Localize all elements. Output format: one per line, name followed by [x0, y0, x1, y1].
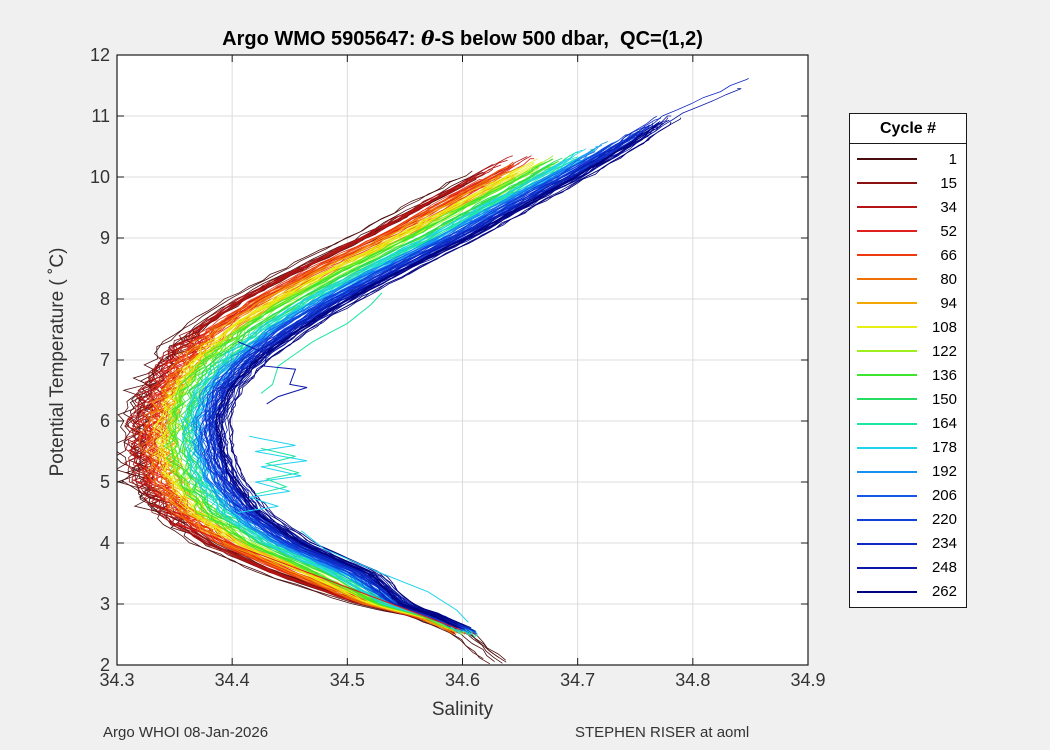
legend-entry: 164	[850, 412, 966, 436]
plot-title: Argo WMO 5905647: θ-S below 500 dbar, QC…	[117, 26, 808, 51]
profile-curves	[117, 77, 749, 665]
y-tick-label: 4	[99, 533, 110, 553]
legend-entry: 122	[850, 339, 966, 363]
legend-label: 262	[931, 583, 957, 601]
legend-line-swatch	[857, 470, 917, 473]
plot-title-suffix: -S below 500 dbar, QC=(1,2)	[434, 28, 703, 50]
legend-entry: 136	[850, 363, 966, 387]
legend-line-swatch	[857, 446, 917, 449]
legend-line-swatch	[857, 590, 917, 593]
legend-entry: 34	[850, 195, 966, 219]
y-tick-label: 3	[99, 594, 110, 614]
legend-line-swatch	[857, 494, 917, 497]
legend-entry: 66	[850, 243, 966, 267]
legend-label: 34	[940, 198, 957, 216]
legend-label: 192	[931, 463, 957, 481]
legend-entry: 234	[850, 532, 966, 556]
credit-left: Argo WHOI 08-Jan-2026	[103, 724, 269, 741]
legend: Cycle # 1 15 34 52 66 80 94 108 122 136 150 164 178 1…	[849, 113, 967, 608]
y-tick-label: 6	[99, 411, 110, 431]
legend-entry: 52	[850, 219, 966, 243]
legend-label: 52	[940, 222, 957, 240]
legend-line-swatch	[857, 422, 917, 425]
legend-entry: 80	[850, 267, 966, 291]
legend-label: 15	[940, 174, 957, 192]
outlier-cyan-lower-arc	[300, 530, 469, 623]
y-tick-label: 2	[99, 655, 110, 675]
legend-line-swatch	[857, 278, 917, 281]
legend-label: 122	[931, 342, 957, 360]
legend-line-swatch	[857, 518, 917, 521]
legend-line-swatch	[857, 182, 917, 185]
legend-label: 178	[931, 439, 957, 457]
legend-line-swatch	[857, 158, 917, 161]
legend-line-swatch	[857, 374, 917, 377]
x-tick-label: 34.4	[214, 670, 250, 690]
legend-label: 1	[948, 150, 957, 168]
legend-label: 94	[940, 294, 957, 312]
y-tick-label: 10	[89, 167, 110, 187]
x-tick-label: 34.5	[329, 670, 365, 690]
legend-line-swatch	[857, 206, 917, 209]
y-tick-label: 12	[89, 45, 110, 65]
x-tick-label: 34.7	[560, 670, 596, 690]
outlier-curves	[176, 292, 469, 631]
legend-label: 66	[940, 246, 957, 264]
legend-label: 220	[931, 511, 957, 529]
outlier-red-chord	[176, 523, 461, 631]
legend-line-swatch	[857, 302, 917, 305]
legend-label: 108	[931, 318, 957, 336]
outlier-teal-arc	[260, 292, 383, 394]
legend-label: 248	[931, 559, 957, 577]
legend-line-swatch	[857, 326, 917, 329]
x-tick-label: 34.9	[790, 670, 826, 690]
outlier-teal-zigzag	[255, 447, 300, 495]
legend-entry: 192	[850, 460, 966, 484]
y-tick-label: 8	[99, 289, 110, 309]
legend-entries: 1 15 34 52 66 80 94 108 122 136 150 164 178 192 206 220…	[850, 144, 966, 607]
y-tick-label: 7	[99, 350, 110, 370]
legend-label: 234	[931, 535, 957, 553]
legend-entry: 15	[850, 171, 966, 195]
outlier-cyan-zigzag	[237, 435, 308, 513]
x-tick-label: 34.6	[444, 670, 481, 690]
y-tick-label: 5	[99, 472, 110, 492]
legend-label: 206	[931, 487, 957, 505]
credit-right: STEPHEN RISER at aoml	[575, 724, 750, 741]
legend-label: 150	[931, 390, 957, 408]
legend-line-swatch	[857, 542, 917, 545]
legend-entry: 150	[850, 387, 966, 411]
legend-line-swatch	[857, 566, 917, 569]
legend-line-swatch	[857, 254, 917, 257]
y-tick-label: 9	[99, 228, 110, 248]
legend-entry: 220	[850, 508, 966, 532]
plot-title-prefix: Argo WMO 5905647:	[222, 28, 422, 50]
legend-entry: 206	[850, 484, 966, 508]
legend-entry: 1	[850, 147, 966, 171]
legend-label: 80	[940, 270, 957, 288]
legend-entry: 248	[850, 556, 966, 580]
legend-entry: 108	[850, 315, 966, 339]
legend-line-swatch	[857, 398, 917, 401]
theta-symbol: θ	[421, 26, 435, 50]
legend-entry: 178	[850, 436, 966, 460]
legend-line-swatch	[857, 230, 917, 233]
legend-line-swatch	[857, 350, 917, 353]
x-tick-label: 34.3	[99, 670, 135, 690]
legend-entry: 262	[850, 580, 966, 604]
legend-title: Cycle #	[850, 114, 966, 144]
legend-label: 164	[931, 415, 957, 433]
axis-box	[116, 54, 809, 666]
x-axis-label: Salinity	[431, 699, 494, 720]
x-tick-label: 34.8	[675, 670, 711, 690]
legend-entry: 94	[850, 291, 966, 315]
legend-label: 136	[931, 366, 957, 384]
outlier-navy-step	[237, 341, 308, 405]
y-tick-label: 11	[91, 106, 110, 126]
